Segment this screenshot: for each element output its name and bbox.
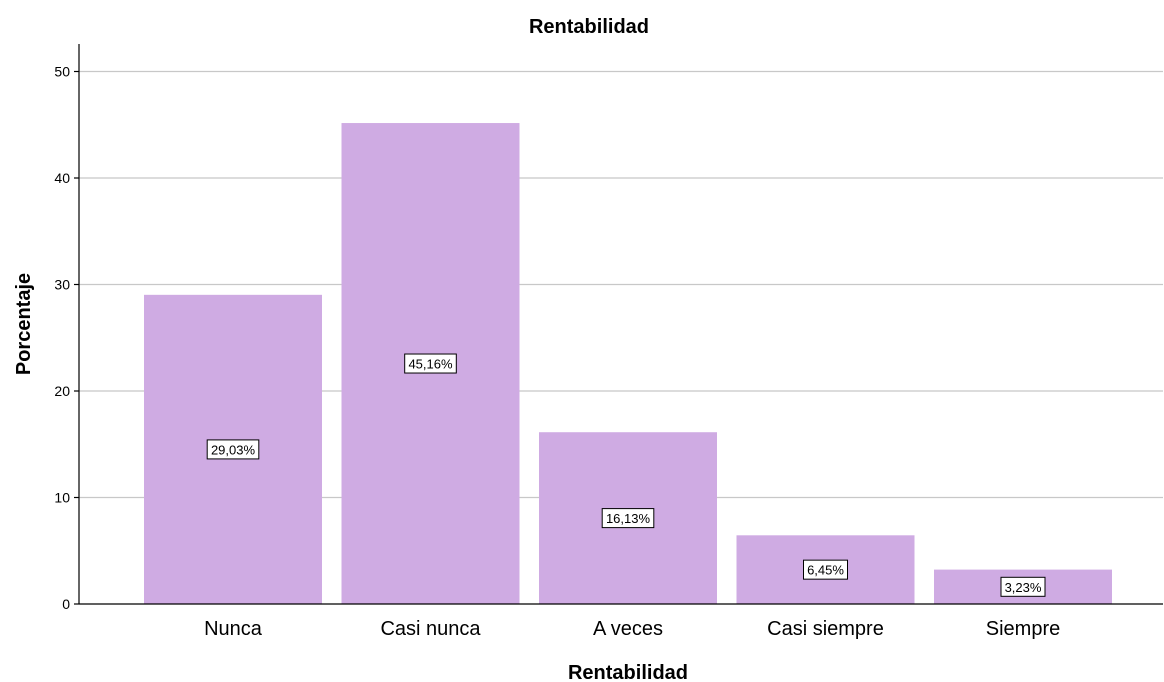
x-tick-labels: Nunca Casi nunca A veces Casi siempre Siempr… — [204, 618, 1060, 640]
y-tick-labels: 0 10 20 30 40 50 — [54, 64, 79, 612]
bars — [144, 123, 1112, 605]
y-tick-label: 0 — [62, 596, 70, 612]
y-axis-title: Porcentaje — [13, 273, 35, 375]
data-label-text: 29,03% — [211, 442, 256, 457]
data-label: 16,13% — [601, 508, 655, 529]
data-label-text: 3,23% — [1005, 580, 1042, 595]
x-tick-label: Siempre — [986, 618, 1060, 640]
data-label-box — [206, 439, 260, 460]
data-label-text: 6,45% — [807, 563, 844, 578]
chart-title: Rentabilidad — [529, 16, 649, 38]
data-label-text: 45,16% — [408, 357, 453, 372]
x-axis-title: Rentabilidad — [568, 662, 688, 682]
data-labels: 29,03% 45,16% 16,13% 6,45% 3,23% — [206, 353, 1046, 597]
data-label-box — [803, 559, 848, 580]
data-label-box — [601, 508, 655, 529]
data-label: 29,03% — [206, 439, 260, 460]
data-label-text: 16,13% — [606, 511, 651, 526]
data-label: 45,16% — [404, 353, 457, 374]
y-tick-label: 40 — [54, 170, 70, 186]
y-tick-label: 20 — [54, 383, 70, 399]
y-tick-label: 50 — [54, 64, 70, 80]
data-label-box — [404, 353, 457, 374]
y-tick-label: 10 — [54, 490, 70, 506]
data-label: 3,23% — [1000, 576, 1046, 597]
data-label: 6,45% — [803, 559, 848, 580]
x-tick-label: Nunca — [204, 618, 263, 640]
y-tick-label: 30 — [54, 277, 70, 293]
x-tick-label: Casi nunca — [380, 618, 481, 640]
data-label-box — [1000, 576, 1046, 597]
x-tick-label: A veces — [593, 618, 663, 640]
x-tick-label: Casi siempre — [767, 618, 884, 640]
